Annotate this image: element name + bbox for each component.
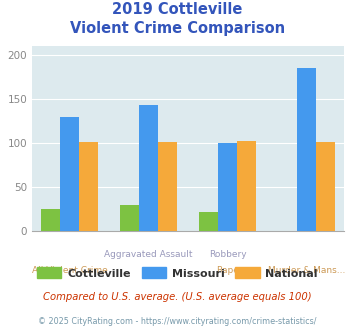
Text: Rape: Rape bbox=[216, 266, 239, 275]
Legend: Cottleville, Missouri, National: Cottleville, Missouri, National bbox=[33, 263, 322, 283]
Text: Robbery: Robbery bbox=[209, 250, 246, 259]
Text: All Violent Crime: All Violent Crime bbox=[32, 266, 108, 275]
Bar bbox=[42, 209, 60, 231]
Bar bbox=[200, 212, 218, 231]
Text: Compared to U.S. average. (U.S. average equals 100): Compared to U.S. average. (U.S. average … bbox=[43, 292, 312, 302]
Text: Violent Crime Comparison: Violent Crime Comparison bbox=[70, 21, 285, 36]
Bar bbox=[79, 142, 98, 231]
Text: Murder & Mans...: Murder & Mans... bbox=[268, 266, 345, 275]
Bar bbox=[218, 143, 237, 231]
Bar bbox=[158, 142, 177, 231]
Bar bbox=[316, 142, 335, 231]
Text: © 2025 CityRating.com - https://www.cityrating.com/crime-statistics/: © 2025 CityRating.com - https://www.city… bbox=[38, 317, 317, 326]
Bar bbox=[120, 205, 139, 231]
Bar bbox=[297, 68, 316, 231]
Text: 2019 Cottleville: 2019 Cottleville bbox=[112, 2, 243, 16]
Bar bbox=[60, 116, 79, 231]
Bar bbox=[139, 105, 158, 231]
Text: Aggravated Assault: Aggravated Assault bbox=[104, 250, 193, 259]
Bar bbox=[237, 141, 256, 231]
